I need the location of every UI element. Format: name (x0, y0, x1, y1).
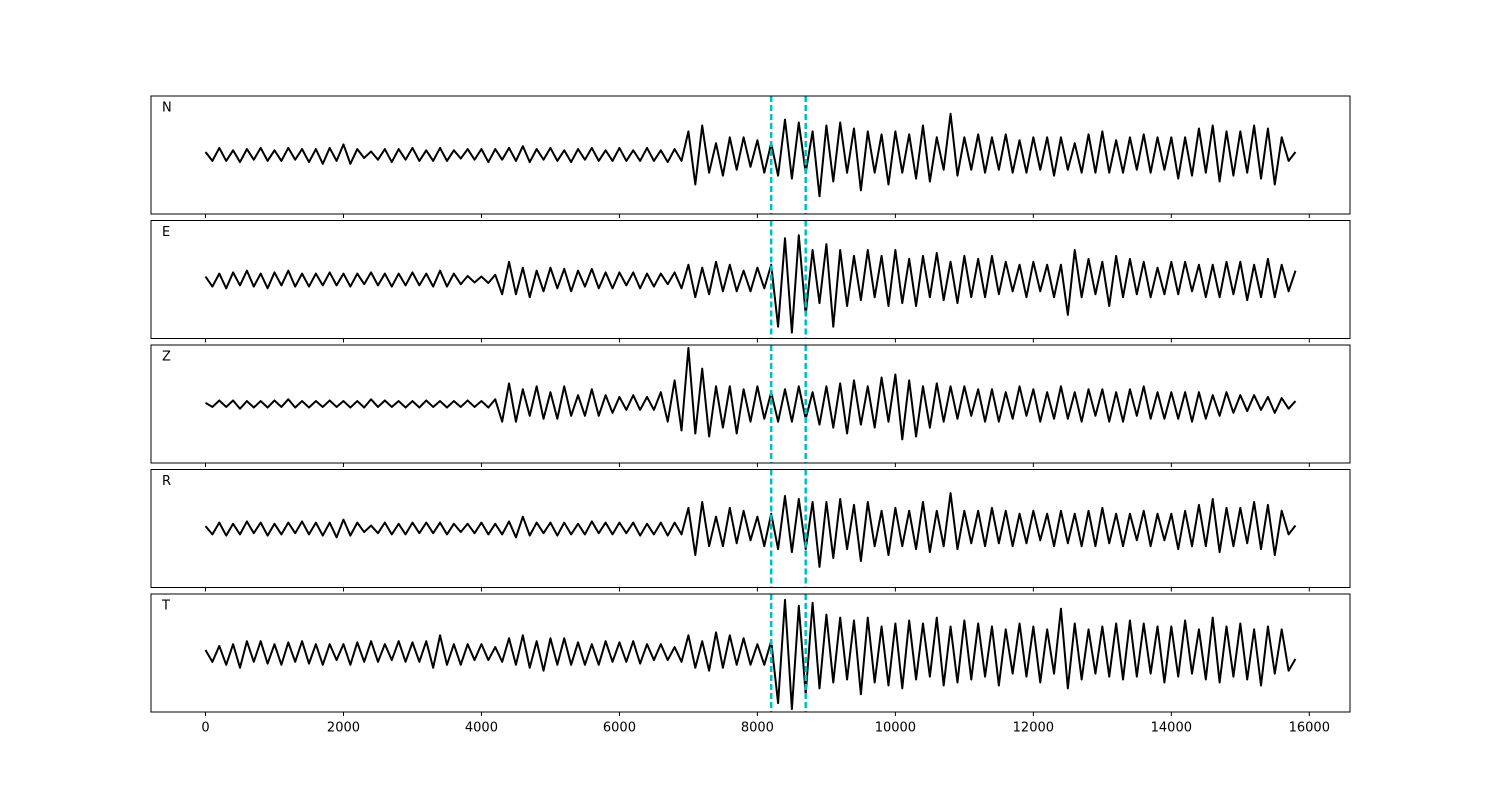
panel-frame (150, 344, 1351, 464)
panel-frame (150, 469, 1351, 588)
trace (204, 492, 1297, 568)
panel-label: N (162, 101, 172, 116)
x-tick-label: 8000 (741, 721, 774, 736)
x-tick-label: 4000 (465, 721, 498, 736)
x-tick-label: 16000 (1289, 721, 1330, 736)
x-tick-label: 0 (201, 721, 209, 736)
trace (204, 346, 1297, 441)
x-tick-label: 2000 (327, 721, 360, 736)
panel-label: R (162, 474, 171, 489)
x-tick-label: 6000 (603, 721, 636, 736)
x-tick-label: 10000 (875, 721, 916, 736)
x-tick-label: 14000 (1151, 721, 1192, 736)
panel-frame (150, 95, 1351, 215)
trace (204, 112, 1297, 198)
trace (204, 234, 1297, 334)
panel-label: E (162, 225, 170, 240)
x-tick-label: 12000 (1013, 721, 1054, 736)
trace (204, 598, 1297, 711)
panel-frame (150, 220, 1351, 339)
panel-frame (150, 593, 1351, 713)
panel-label: Z (162, 350, 171, 365)
panel-label: T (161, 599, 170, 614)
